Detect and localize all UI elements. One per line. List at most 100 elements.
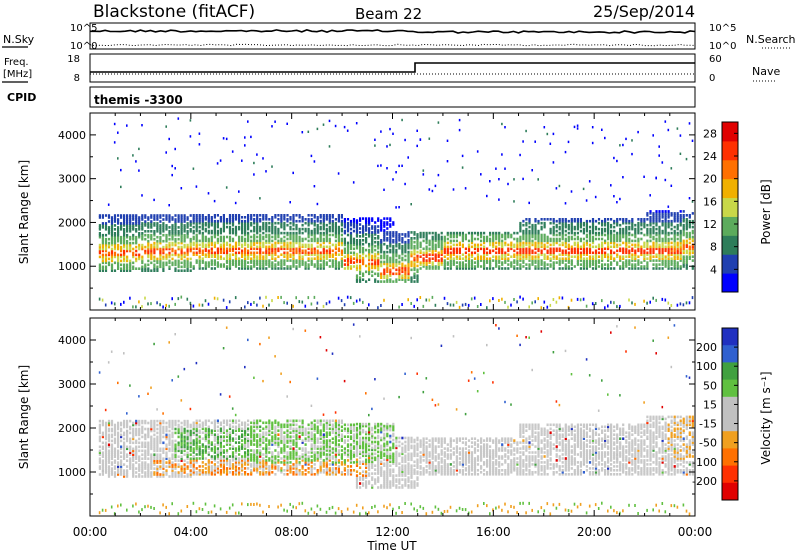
power-cell [549,243,552,247]
velocity-cell [101,441,104,445]
power-cell [310,245,313,249]
power-cell [265,261,268,264]
power-cell [244,261,247,264]
power-cell [228,219,232,223]
velocity-cell [195,425,198,429]
power-cell [349,223,353,227]
power-cell [543,263,546,266]
velocity-cell [174,445,177,449]
velocity-cell [168,461,171,464]
power-colorbar-swatch [722,140,738,161]
power-cell [268,221,271,225]
power-cell [280,263,283,266]
power-cell [597,265,601,268]
velocity-cell [147,435,150,439]
power-cell [658,249,661,253]
power-cell [670,231,673,235]
power-cell [355,256,359,260]
power-cell [286,259,289,262]
power-cell [431,243,434,247]
power-cell [380,280,383,283]
velocity-cell [186,465,189,468]
power-cell [573,125,576,129]
power-cell [283,245,286,249]
power-cell [304,218,307,221]
power-cell [362,231,365,234]
power-cell [377,266,380,270]
power-cell [180,216,183,219]
power-cell [228,263,232,266]
power-cell [395,231,398,234]
power-cell [646,227,649,231]
power-cell [380,221,383,224]
power-cell [658,225,661,229]
power-cell [168,265,171,269]
velocity-cell [113,473,117,476]
power-cell [519,223,522,227]
power-cell [277,239,280,243]
power-cell [667,241,670,245]
power-cell [628,255,631,258]
power-cell [398,270,401,274]
velocity-cell [132,457,135,460]
power-cell [673,212,676,215]
power-cell [265,221,268,225]
power-cell [101,226,104,229]
power-cell [101,249,104,253]
power-cell [425,253,428,256]
velocity-cell [204,449,207,452]
power-cell [274,227,277,231]
power-cell [552,267,555,270]
power-cell [446,139,449,142]
power-cell [510,261,513,264]
power-cell [292,227,295,231]
power-cell [180,237,183,241]
power-cell [582,267,585,270]
velocity-cell [107,439,111,443]
power-cell [377,240,380,244]
power-cell [289,201,291,204]
velocity-cell [192,441,195,444]
power-cell [673,259,676,262]
velocity-cell [192,423,195,427]
velocity-cell [198,453,201,456]
power-cell [431,235,434,239]
power-cell [244,144,246,147]
power-cell [310,257,313,260]
velocity-cell [195,459,198,462]
power-cell [673,255,676,258]
power-cell [247,227,250,231]
velocity-cell [183,465,186,468]
power-cell [549,247,552,251]
power-cell [340,299,343,303]
power-cell [365,280,368,283]
power-cell [407,233,410,236]
power-cell [534,251,537,255]
power-cell [195,214,198,217]
velocity-cell [138,437,141,441]
power-cell [622,143,624,147]
power-cell [301,231,304,235]
power-cell [150,251,153,255]
power-cell [564,245,567,249]
power-cell [395,254,398,258]
power-cell [425,239,428,243]
power-cell [325,233,328,237]
power-cell [319,259,322,262]
velocity-cell [204,473,207,476]
power-cell [104,267,108,270]
velocity-cell [168,433,171,437]
power-cell [667,257,670,260]
power-cell [579,245,582,249]
power-cell [192,231,195,235]
power-cell [528,265,531,268]
power-cell [673,229,676,233]
velocity-cell [153,473,156,476]
power-cell [346,245,350,249]
power-cell [207,229,210,233]
power-cell [165,216,168,219]
power-cell [225,186,228,189]
power-cell [316,249,319,253]
power-cell [259,245,262,249]
power-cell [371,233,374,236]
